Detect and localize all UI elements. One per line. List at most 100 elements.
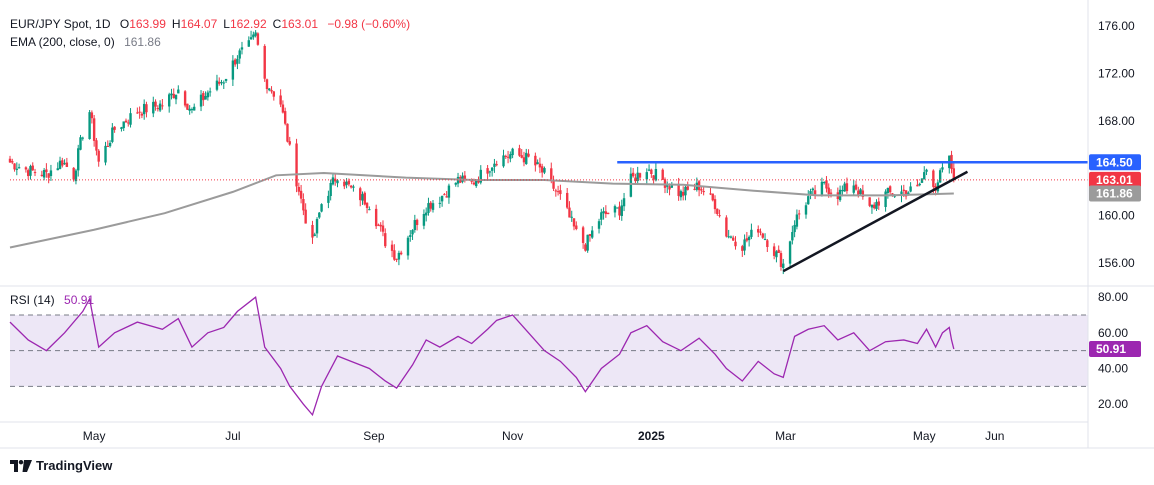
- candle-body: [29, 166, 32, 176]
- candle-body: [679, 191, 683, 198]
- candle-body: [447, 185, 451, 198]
- candle-body: [556, 191, 560, 193]
- candle-body: [343, 181, 346, 187]
- ohlc-values: O163.99 H164.07 L162.92 C163.01: [114, 17, 318, 31]
- candle-body: [45, 169, 48, 173]
- candle-body: [349, 185, 353, 188]
- candle-body: [638, 173, 642, 178]
- candle-body: [509, 154, 512, 159]
- candle-body: [172, 93, 175, 99]
- candle-body: [202, 93, 205, 101]
- candle-body: [445, 196, 448, 198]
- candle-body: [352, 186, 355, 188]
- candle-body: [427, 203, 430, 213]
- candle-body: [859, 189, 862, 194]
- candle-body: [233, 59, 237, 65]
- candle-body: [622, 198, 626, 207]
- candle-body: [395, 258, 398, 260]
- candle-body: [33, 172, 37, 174]
- candle-body: [745, 238, 749, 241]
- candle-body: [925, 169, 928, 172]
- candle-body: [129, 113, 132, 125]
- candle-body: [702, 190, 705, 193]
- candle-body: [534, 155, 537, 166]
- candle-body: [359, 188, 362, 201]
- candle-body: [327, 195, 330, 203]
- price-pane[interactable]: [8, 30, 1088, 275]
- candle-body: [666, 185, 669, 187]
- candle-body: [725, 217, 728, 237]
- candle-body: [829, 192, 833, 194]
- candle-body: [379, 224, 382, 227]
- candle-body: [268, 88, 271, 91]
- candle-body: [320, 204, 323, 212]
- candle-body: [759, 231, 762, 233]
- candle-body: [525, 152, 528, 165]
- rsi-pane[interactable]: [9, 295, 1088, 417]
- price-label-tag: [1089, 171, 1141, 188]
- candle-body: [152, 101, 155, 114]
- candle-body: [249, 37, 253, 40]
- candle-body: [108, 142, 112, 147]
- candle-body: [684, 186, 687, 196]
- candle-body: [170, 93, 173, 96]
- candle-body: [797, 213, 801, 215]
- candle-body: [536, 162, 539, 165]
- candle-body: [750, 229, 753, 237]
- candle-body: [374, 208, 378, 227]
- candle-body: [654, 168, 658, 181]
- time-tick-label: Mar: [775, 429, 796, 443]
- candle-body: [807, 196, 810, 205]
- candle-body: [183, 91, 187, 106]
- candle-body: [49, 170, 53, 177]
- candle-body: [79, 137, 82, 150]
- candle-body: [757, 229, 760, 233]
- candle-body: [504, 155, 507, 157]
- candle-body: [167, 94, 171, 107]
- candle-body: [138, 111, 141, 113]
- candle-body: [827, 187, 830, 195]
- candle-body: [743, 239, 746, 251]
- candle-body: [793, 224, 796, 233]
- candle-body: [390, 244, 394, 251]
- candle-body: [782, 263, 785, 269]
- candle-body: [384, 233, 387, 247]
- candle-body: [199, 94, 203, 107]
- candle-body: [347, 180, 351, 185]
- change-value: −0.98 (−0.60%): [327, 17, 411, 31]
- tradingview-logo-icon: [10, 459, 32, 472]
- candle-body: [761, 233, 764, 238]
- candle-body: [329, 182, 332, 197]
- candle-body: [616, 207, 619, 209]
- candle-body: [518, 148, 521, 156]
- candle-body: [331, 177, 335, 185]
- candle-body: [65, 162, 69, 167]
- candle-body: [741, 246, 744, 251]
- candle-body: [286, 123, 289, 142]
- candle-body: [411, 230, 414, 235]
- candle-body: [747, 236, 751, 241]
- candle-body: [877, 201, 880, 206]
- candle-body: [368, 209, 371, 211]
- price-legend: EUR/JPY Spot, 1D O163.99 H164.07 L162.92 C1…: [10, 17, 410, 31]
- price-tick-label: 168.00: [1098, 114, 1135, 128]
- candle-body: [686, 186, 689, 190]
- candle-body: [734, 241, 737, 247]
- candle-body: [606, 212, 610, 215]
- candle-body: [127, 122, 130, 124]
- candle-body: [281, 104, 285, 113]
- candle-body: [190, 109, 194, 111]
- price-tick-label: 176.00: [1098, 19, 1135, 33]
- candle-body: [727, 236, 730, 238]
- candle-body: [208, 91, 212, 93]
- tradingview-brand[interactable]: TradingView: [10, 458, 112, 473]
- candle-body: [345, 181, 348, 185]
- candle-body: [299, 190, 303, 199]
- rsi-tick-label: 40.00: [1098, 361, 1128, 375]
- time-tick-label: Jun: [985, 429, 1004, 443]
- rsi-label: RSI (14): [10, 293, 55, 307]
- candle-body: [568, 207, 571, 218]
- candle-body: [193, 106, 196, 111]
- candle-body: [90, 112, 94, 119]
